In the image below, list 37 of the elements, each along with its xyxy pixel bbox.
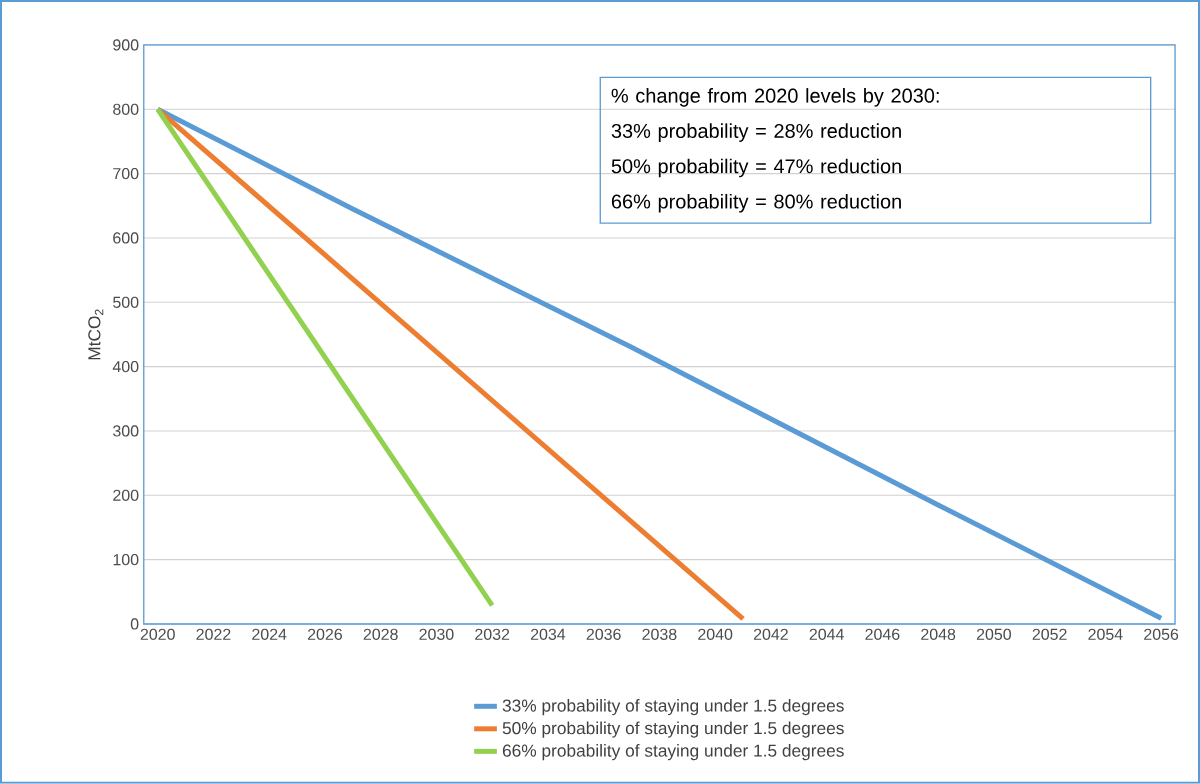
y-tick-label: 0 (130, 618, 139, 630)
y-tick-label: 700 (113, 168, 139, 180)
annotation: 66% probability = 80% reduction (611, 194, 901, 213)
x-tick-label: 2052 (1032, 628, 1067, 641)
legend-label: 33% probability of staying under 1.5 degrees (502, 699, 844, 716)
legend-label: 50% probability of staying under 1.5 degrees (502, 721, 844, 738)
legend-label: 66% probability of staying under 1.5 degrees (502, 744, 844, 761)
x-tick-label: 2040 (698, 628, 733, 641)
y-tick-label: 900 (113, 39, 139, 51)
y-tick-label: 300 (113, 425, 139, 437)
x-tick-label: 2028 (363, 628, 398, 641)
x-tick-label: 2020 (140, 628, 175, 641)
x-tick-label: 2024 (252, 628, 287, 641)
annotation: 33% probability = 28% reduction (611, 123, 901, 143)
x-tick-label: 2036 (586, 628, 621, 641)
y-tick-label: 800 (113, 103, 139, 116)
y-tick-label: 200 (113, 489, 139, 502)
x-tick-label: 2022 (196, 628, 231, 641)
x-tick-label: 2034 (530, 628, 566, 641)
y-tick-label: 400 (112, 361, 139, 373)
y-axis-title: MtCO$_{2}$ (88, 309, 104, 360)
x-tick-label: 2048 (921, 628, 956, 641)
annotation: % change from 2020 levels by 2030: (611, 88, 939, 107)
x-tick-label: 2042 (753, 628, 788, 641)
y-tick-label: 500 (113, 296, 139, 309)
x-tick-label: 2032 (475, 628, 510, 641)
y-tick-label: 600 (113, 232, 139, 244)
x-tick-label: 2056 (1144, 628, 1179, 641)
x-tick-label: 2026 (307, 628, 342, 641)
x-tick-label: 2044 (809, 628, 844, 641)
x-tick-label: 2046 (865, 628, 900, 641)
x-tick-label: 2038 (642, 628, 677, 641)
x-tick-label: 2054 (1088, 628, 1123, 641)
y-tick-label: 100 (113, 554, 139, 566)
annotation: 50% probability = 47% reduction (611, 158, 901, 178)
x-tick-label: 2050 (976, 628, 1012, 641)
x-tick-label: 2030 (419, 628, 454, 641)
